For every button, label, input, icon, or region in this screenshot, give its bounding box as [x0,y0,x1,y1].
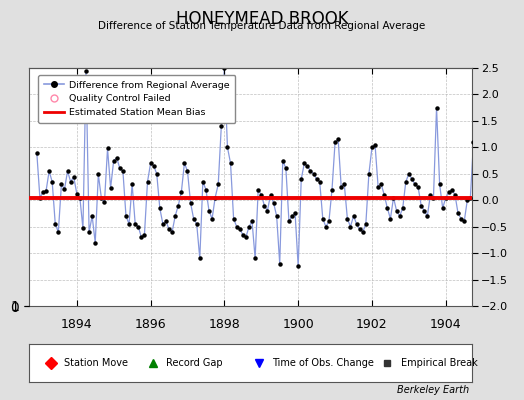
Text: Record Gap: Record Gap [166,358,223,368]
Text: Station Move: Station Move [64,358,128,368]
Legend: Difference from Regional Average, Quality Control Failed, Estimated Station Mean: Difference from Regional Average, Qualit… [38,75,235,123]
Text: Time of Obs. Change: Time of Obs. Change [272,358,374,368]
Text: Empirical Break: Empirical Break [401,358,477,368]
Text: Berkeley Earth: Berkeley Earth [397,385,469,395]
Text: HONEYMEAD BROOK: HONEYMEAD BROOK [176,10,348,28]
Text: Difference of Station Temperature Data from Regional Average: Difference of Station Temperature Data f… [99,21,425,31]
